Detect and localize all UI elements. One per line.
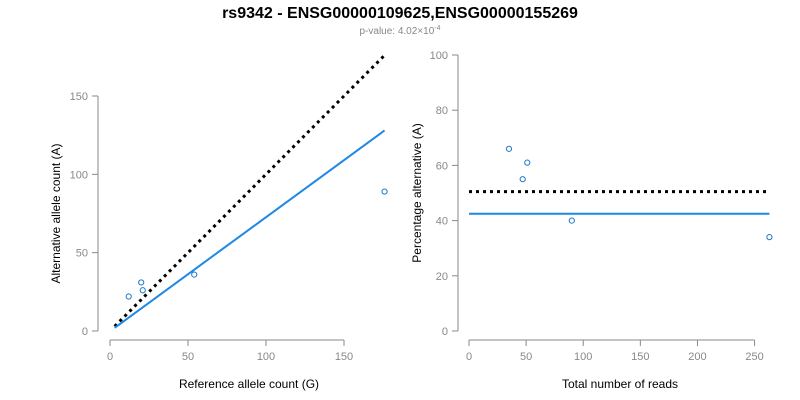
allele-count-point bbox=[139, 287, 146, 294]
percentage-x-tick-label: 50 bbox=[520, 351, 532, 363]
percentage-x-tick-label: 100 bbox=[574, 351, 592, 363]
allele-count-x-tick-label: 50 bbox=[182, 351, 194, 363]
percentage-y-label: Percentage alternative (A) bbox=[410, 123, 424, 262]
percentage-point bbox=[766, 234, 773, 241]
percentage-y-tick-label: 100 bbox=[430, 50, 448, 62]
percentage-y-tick-label: 60 bbox=[436, 160, 448, 172]
percentage-y-tick-label: 40 bbox=[436, 216, 448, 228]
allele-count-x-tick-label: 100 bbox=[257, 351, 275, 363]
allele-count-plot: 0 50 100 150 0 50 100 150 Reference allele coun… bbox=[49, 54, 388, 391]
percentage-point bbox=[568, 217, 575, 224]
percentage-x-tick-label: 0 bbox=[466, 351, 472, 363]
p-value-text: p-value: 4.02×10 bbox=[359, 26, 434, 37]
allele-count-y-tick-label: 50 bbox=[76, 248, 88, 260]
allele-count-reference-line bbox=[113, 54, 386, 328]
chart-title: rs9342 - ENSG00000109625,ENSG00000155269 bbox=[222, 5, 578, 22]
percentage-plot: 0 50 100 150 200 250 0 20 40 60 80 100 Total number… bbox=[410, 50, 773, 391]
allele-count-x-label: Reference allele count (G) bbox=[179, 377, 319, 391]
allele-count-y-tick-label: 100 bbox=[70, 169, 88, 181]
allele-count-x-tick-label: 0 bbox=[107, 351, 113, 363]
percentage-x-tick-label: 150 bbox=[631, 351, 649, 363]
allele-count-y-label: Alternative allele count (A) bbox=[49, 143, 63, 283]
p-value-exponent: -4 bbox=[434, 25, 440, 32]
allele-count-marks bbox=[113, 54, 388, 329]
allele-count-x-tick-label: 150 bbox=[335, 351, 353, 363]
allele-count-point bbox=[125, 293, 132, 300]
allele-count-y-tick-label: 150 bbox=[70, 91, 88, 103]
percentage-y-tick-label: 20 bbox=[436, 271, 448, 283]
percentage-point bbox=[519, 176, 526, 183]
allele-count-point bbox=[191, 271, 198, 278]
allele-count-ticks: 0 50 100 150 0 50 100 150 bbox=[70, 91, 354, 363]
percentage-y-tick-label: 0 bbox=[442, 326, 448, 338]
percentage-x-label: Total number of reads bbox=[562, 377, 678, 391]
percentage-point bbox=[524, 159, 531, 166]
percentage-x-tick-label: 200 bbox=[688, 351, 706, 363]
percentage-x-tick-label: 250 bbox=[745, 351, 763, 363]
percentage-ticks: 0 50 100 150 200 250 0 20 40 60 80 100 bbox=[430, 50, 764, 363]
allele-count-point bbox=[138, 279, 145, 286]
percentage-point bbox=[505, 145, 513, 152]
allele-count-point bbox=[381, 188, 388, 195]
percentage-y-tick-label: 80 bbox=[436, 105, 448, 117]
allele-count-fit-line bbox=[114, 129, 386, 329]
allele-count-y-tick-label: 0 bbox=[82, 326, 88, 338]
chart-subtitle: p-value: 4.02×10-4 bbox=[359, 25, 440, 37]
percentage-marks bbox=[469, 145, 773, 241]
